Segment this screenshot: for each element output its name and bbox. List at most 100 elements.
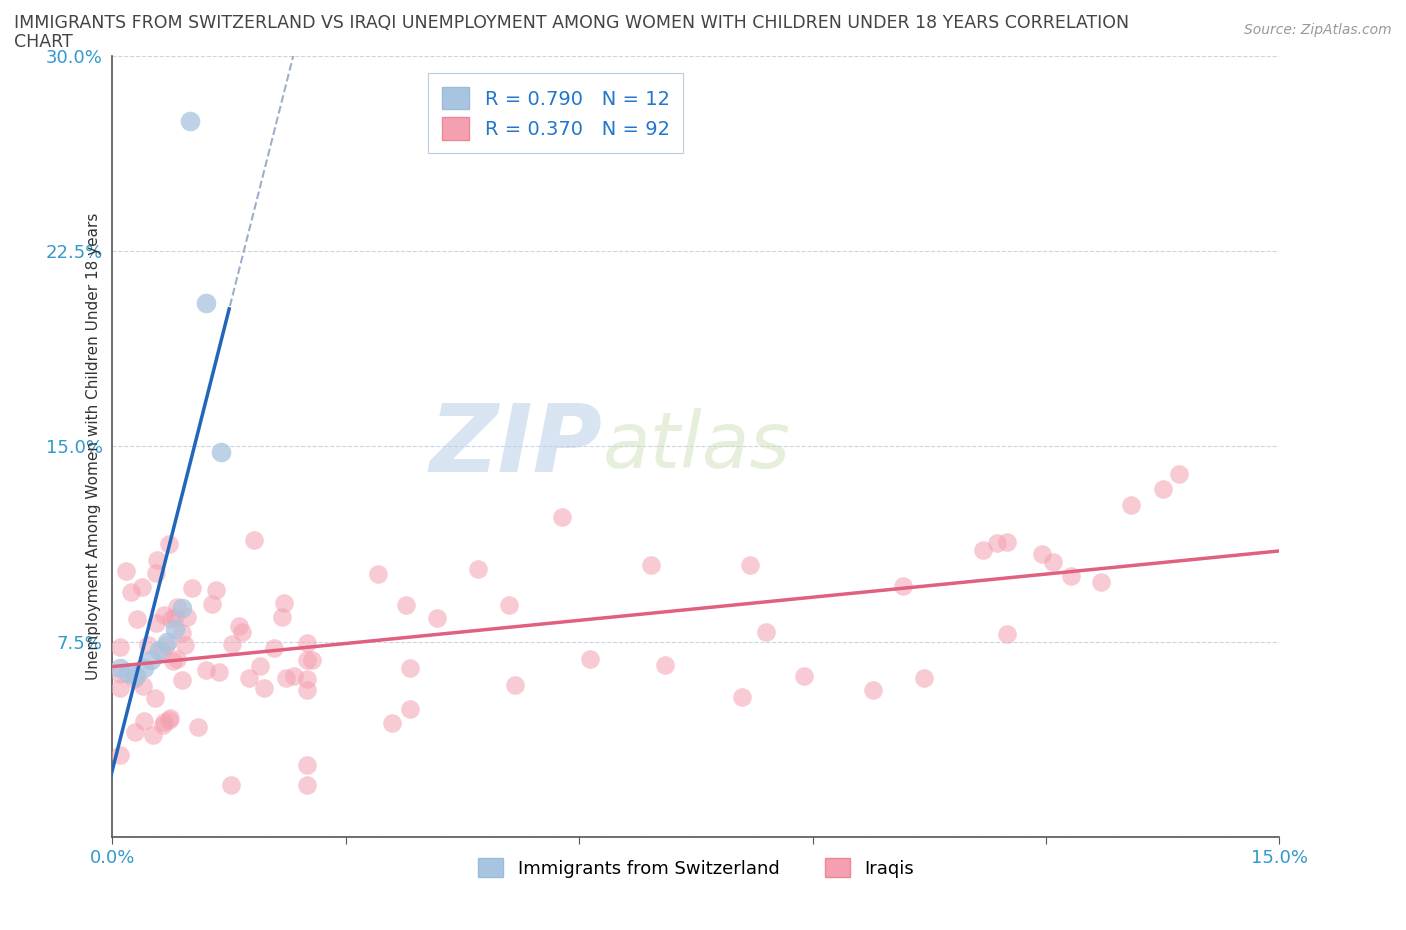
Point [195,663,218,678]
Point [148,642,170,657]
Point [159,711,181,725]
Point [110,667,132,682]
Point [166,652,188,667]
Point [136,637,159,652]
Point [295,671,318,686]
Point [498,598,520,613]
Point [891,578,914,593]
Point [163,621,186,636]
Point [114,564,136,578]
Point [1119,498,1142,512]
Point [972,542,994,557]
Point [912,671,935,685]
Point [263,641,285,656]
Point [381,715,404,730]
Point [1152,482,1174,497]
Point [125,611,148,626]
Point [271,609,294,624]
Point [141,653,163,668]
Point [145,565,167,580]
Point [243,533,266,548]
Point [179,113,201,128]
Point [173,637,195,652]
Point [755,625,778,640]
Point [145,616,167,631]
Point [194,296,217,311]
Point [228,618,250,633]
Point [426,610,449,625]
Point [207,665,229,680]
Point [399,660,422,675]
Point [162,653,184,668]
Point [367,566,389,581]
Point [153,715,176,730]
Point [301,653,323,668]
Point [738,558,761,573]
Text: Source: ZipAtlas.com: Source: ZipAtlas.com [1244,23,1392,37]
Point [201,597,224,612]
Point [187,720,209,735]
Point [132,660,155,675]
Point [398,702,420,717]
Point [219,777,242,792]
Point [505,677,527,692]
Point [122,671,145,686]
Text: ZIP: ZIP [430,401,603,492]
Point [654,658,676,672]
Point [1168,466,1191,481]
Point [249,658,271,673]
Point [274,671,297,685]
Point [110,660,132,675]
Point [160,612,183,627]
Point [117,666,139,681]
Point [551,510,574,525]
Point [640,557,662,572]
Point [120,584,142,599]
Point [110,640,132,655]
Point [157,537,180,551]
Point [131,579,153,594]
Point [170,625,193,640]
Point [395,597,418,612]
Point [110,681,132,696]
Point [986,536,1008,551]
Point [176,609,198,624]
Point [150,644,173,658]
Point [793,669,815,684]
Point [155,638,177,653]
Point [862,683,884,698]
Point [295,682,318,697]
Point [295,757,318,772]
Point [142,728,165,743]
Point [180,580,202,595]
Point [110,747,132,762]
Point [1090,575,1112,590]
Point [238,671,260,685]
Y-axis label: Unemployment Among Women with Children Under 18 years: Unemployment Among Women with Children U… [86,213,101,680]
Text: CHART: CHART [14,33,73,50]
Point [134,714,156,729]
Point [143,690,166,705]
Point [731,689,754,704]
Point [283,669,305,684]
Point [1060,569,1083,584]
Point [170,672,193,687]
Point [172,601,194,616]
Point [995,627,1018,642]
Point [131,679,153,694]
Point [1031,547,1053,562]
Point [295,777,318,792]
Point [1042,554,1064,569]
Point [295,653,318,668]
Legend: Immigrants from Switzerland, Iraqis: Immigrants from Switzerland, Iraqis [468,849,924,886]
Text: atlas: atlas [603,408,790,485]
Point [152,607,174,622]
Point [273,595,295,610]
Point [221,636,243,651]
Text: IMMIGRANTS FROM SWITZERLAND VS IRAQI UNEMPLOYMENT AMONG WOMEN WITH CHILDREN UNDE: IMMIGRANTS FROM SWITZERLAND VS IRAQI UNE… [14,14,1129,32]
Point [995,534,1018,549]
Point [209,445,232,459]
Point [166,600,188,615]
Point [204,582,226,597]
Point [146,552,169,567]
